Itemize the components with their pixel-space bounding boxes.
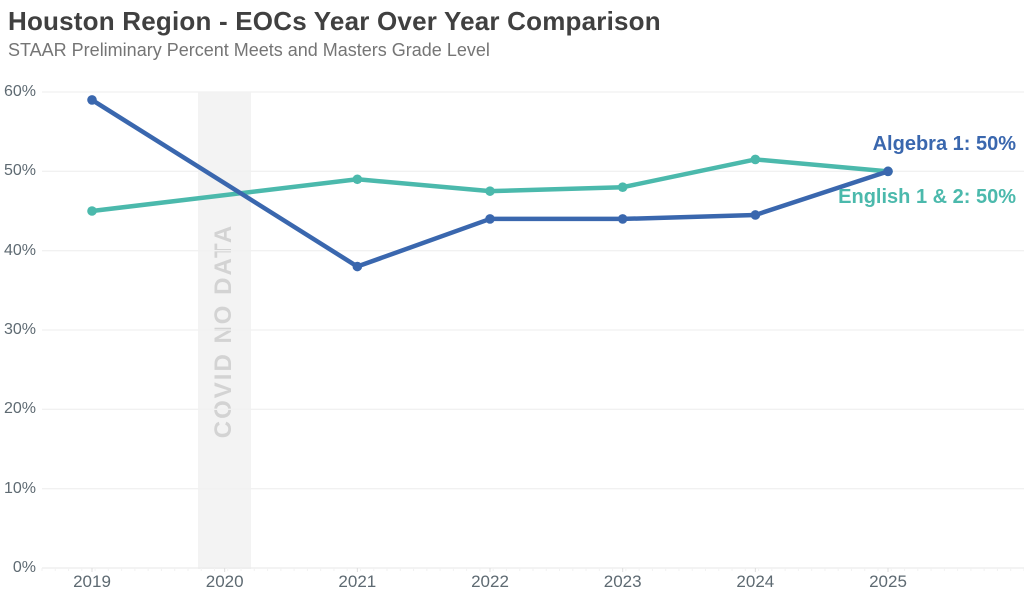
series-label-english-1-2: English 1 & 2: 50%	[838, 186, 1016, 208]
y-tick-label: 30%	[3, 321, 36, 338]
y-tick-label: 40%	[3, 241, 36, 259]
x-tick-label-2022: 2022	[471, 572, 509, 591]
chart-subtitle: STAAR Preliminary Percent Meets and Mast…	[8, 40, 490, 60]
y-tick-label: 10%	[3, 479, 36, 497]
x-tick-label-2021: 2021	[338, 572, 377, 591]
chart-title: Houston Region - EOCs Year Over Year Com…	[8, 6, 661, 36]
y-tick-label: 60%	[3, 83, 36, 100]
x-tick-label-2019: 2019	[73, 572, 111, 591]
series-label-algebra-1: Algebra 1: 50%	[872, 133, 1016, 155]
y-tick-label: 50%	[3, 162, 36, 180]
x-tick-label-2024: 2024	[736, 572, 775, 591]
x-tick-label-2023: 2023	[603, 572, 642, 591]
x-tick-label-2025: 2025	[869, 572, 907, 591]
y-tick-label: 20%	[3, 400, 36, 418]
chart-header: Houston Region - EOCs Year Over Year Com…	[8, 4, 661, 62]
x-tick-label-2020: 2020	[205, 572, 244, 591]
y-tick-label: 0%	[12, 559, 36, 576]
